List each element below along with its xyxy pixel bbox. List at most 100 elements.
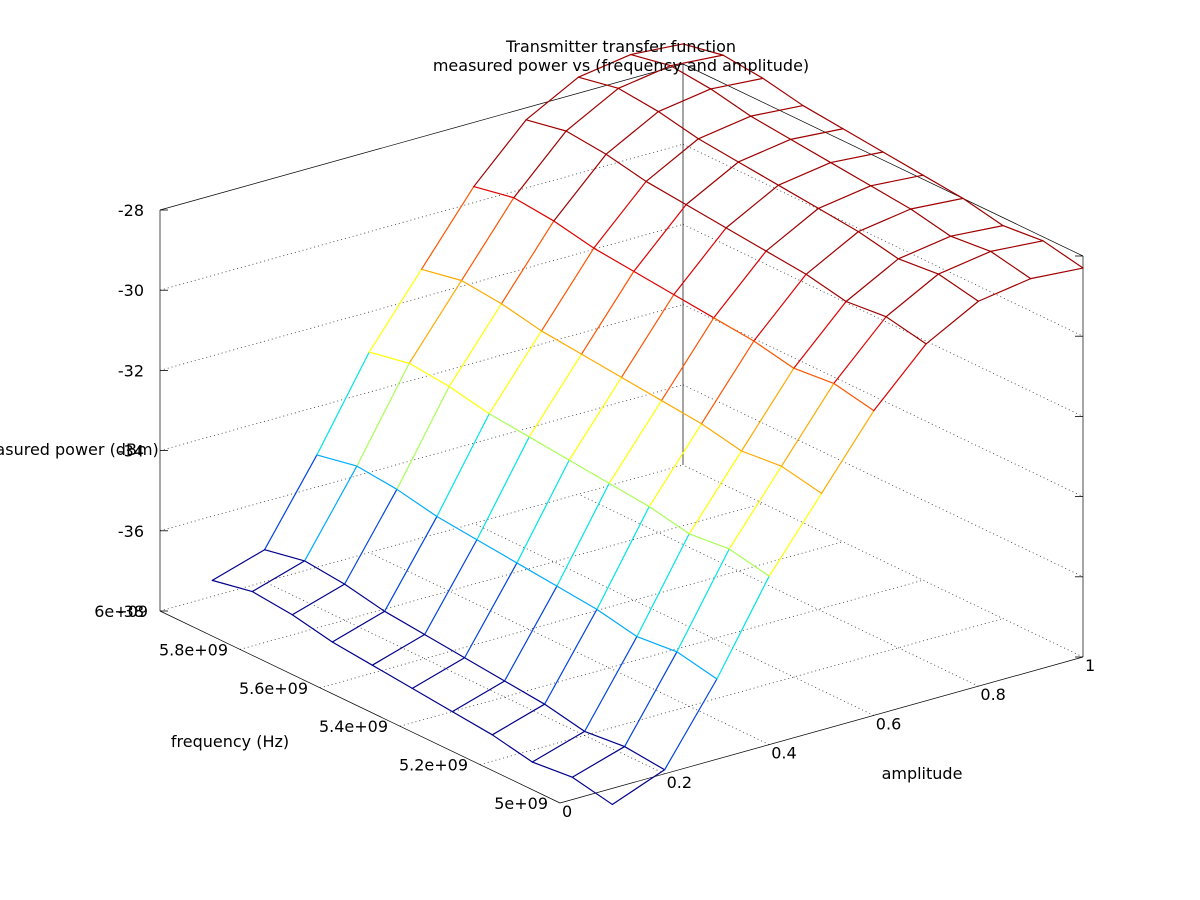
surface-mesh-line <box>765 250 807 275</box>
surface-mesh-line <box>842 128 884 153</box>
surface-mesh-line <box>805 231 860 275</box>
surface-mesh-line <box>870 185 912 210</box>
surface-mesh-line <box>565 130 607 155</box>
surface-mesh-line <box>633 204 687 272</box>
surface-mesh-line <box>673 293 715 319</box>
surface-mesh-line <box>630 43 684 56</box>
z-tick-label: -38 <box>118 602 144 621</box>
surface-mesh-line <box>596 505 650 610</box>
floor-grid-line <box>473 523 874 716</box>
surface-mesh-line <box>451 680 506 713</box>
surface-mesh-line <box>636 533 690 638</box>
surface-mesh-line <box>356 362 410 467</box>
surface-mesh-line <box>897 235 952 260</box>
surface-mesh-line <box>937 250 992 275</box>
surface-mesh-line <box>768 492 823 577</box>
surface-mesh-line <box>676 548 730 653</box>
surface-mesh-line <box>700 423 743 452</box>
surface-mesh-line <box>645 180 687 206</box>
surface-mesh-line <box>513 130 567 199</box>
surface-mesh-line <box>990 250 1032 280</box>
axis-ticks: -38 -36 -34 -32 -30 -28 5e+09 5.2e+09 5.4e+09 5.6… <box>94 201 1095 821</box>
surface-mesh-line <box>910 197 964 210</box>
surface-mesh-line <box>710 77 764 90</box>
surface-mesh-line <box>464 657 506 682</box>
surface-mesh-line <box>371 633 426 666</box>
surface-mesh-line <box>608 399 663 484</box>
surface-mesh-line <box>660 399 703 425</box>
x-tick-label: 0.8 <box>980 685 1005 704</box>
x-tick-label: 0.2 <box>667 773 692 792</box>
surface-mesh-line <box>436 515 478 541</box>
surface-mesh-line <box>356 465 398 490</box>
surface-mesh-line <box>411 687 453 713</box>
surface-mesh-line <box>491 703 546 736</box>
z-tick-label: -30 <box>118 281 144 300</box>
surface-mesh-line <box>516 459 570 564</box>
surface-mesh-line <box>568 376 623 461</box>
surface-mesh-line <box>685 204 727 229</box>
floor-grid-line <box>578 493 979 687</box>
x-tick-label: 0.4 <box>771 744 796 763</box>
surface-mesh-line <box>793 300 847 369</box>
surface-mesh-line <box>368 268 423 353</box>
floor-grid-line <box>399 579 924 727</box>
surface-mesh-line <box>817 185 872 209</box>
surface-mesh-line <box>725 184 780 229</box>
surface-mesh-line <box>384 515 438 612</box>
surface-mesh-line <box>473 119 527 188</box>
surface-mesh-line <box>777 184 820 209</box>
surface-mesh-line <box>657 88 712 113</box>
plot-box <box>159 63 1084 804</box>
z-tick-label: -32 <box>118 361 144 380</box>
surface-mesh-line <box>1042 240 1084 269</box>
surface-mesh-line <box>830 161 872 187</box>
surface-mesh-line <box>513 197 555 222</box>
surface-mesh-line <box>577 76 620 89</box>
surface-mesh <box>211 43 1084 806</box>
surface-mesh-line <box>464 562 518 659</box>
surface-mesh-line <box>670 65 712 90</box>
surface-mesh-line <box>802 104 844 130</box>
x-tick-label: 0 <box>562 802 572 821</box>
z-tick-label: -36 <box>118 522 144 541</box>
surface-mesh-line <box>368 351 410 364</box>
back-wall-grid-line <box>159 304 684 451</box>
surface-mesh-line <box>316 454 358 467</box>
surface-mesh-line <box>448 385 490 415</box>
surface-mesh-line <box>845 300 887 318</box>
surface-mesh-line <box>657 110 700 140</box>
surface-mesh-line <box>713 250 767 319</box>
floor-grid-line <box>264 581 665 775</box>
side-top-edge <box>682 63 1084 257</box>
surface-mesh-line <box>793 367 835 385</box>
surface-mesh-line <box>525 119 567 132</box>
surface-mesh-line <box>460 197 515 282</box>
back-top-edge <box>159 63 684 211</box>
x-tick-label: 1 <box>1085 656 1095 675</box>
surface-mesh-line <box>617 87 660 113</box>
surface-mesh-line <box>291 614 333 643</box>
surface-mesh-line <box>571 776 613 806</box>
surface-mesh-line <box>476 539 518 564</box>
surface-mesh-line <box>750 115 792 140</box>
surface-mesh-line <box>488 330 543 415</box>
y-tick-label: 5e+09 <box>494 794 548 813</box>
surface-mesh-line <box>805 273 847 303</box>
surface-mesh-line <box>870 174 924 187</box>
surface-mesh-line <box>528 436 570 461</box>
surface-mesh-line <box>291 583 346 616</box>
surface-mesh-line <box>543 608 598 705</box>
surface-mesh-line <box>396 488 438 518</box>
surface-mesh-line <box>1002 225 1044 242</box>
surface-mesh-line <box>762 77 804 107</box>
surface-mesh-line <box>516 562 558 587</box>
surface-mesh-line <box>697 115 752 140</box>
z-tick-label: -28 <box>118 201 144 220</box>
surface-mesh-line <box>830 151 884 164</box>
surface-mesh-line <box>925 300 980 345</box>
surface-mesh-line <box>460 279 503 305</box>
surface-mesh-line <box>251 590 293 616</box>
x-axis-label: amplitude <box>882 764 963 783</box>
